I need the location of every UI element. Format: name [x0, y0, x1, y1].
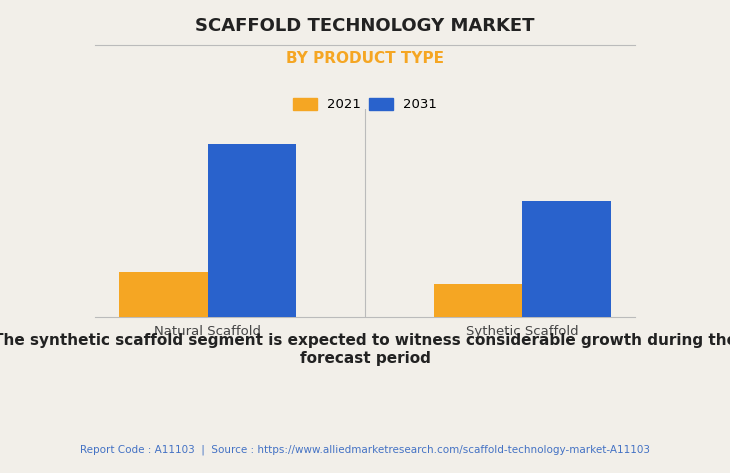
Text: SCAFFOLD TECHNOLOGY MARKET: SCAFFOLD TECHNOLOGY MARKET	[195, 17, 535, 35]
Text: The synthetic scaffold segment is expected to witness considerable growth during: The synthetic scaffold segment is expect…	[0, 333, 730, 366]
Bar	[120, 272, 207, 317]
Bar	[523, 201, 610, 317]
Bar	[207, 144, 296, 317]
Bar	[434, 284, 523, 317]
Text: BY PRODUCT TYPE: BY PRODUCT TYPE	[286, 51, 444, 66]
Legend: 2021, 2031: 2021, 2031	[289, 94, 441, 115]
Text: Report Code : A11103  |  Source : https://www.alliedmarketresearch.com/scaffold-: Report Code : A11103 | Source : https://…	[80, 445, 650, 455]
